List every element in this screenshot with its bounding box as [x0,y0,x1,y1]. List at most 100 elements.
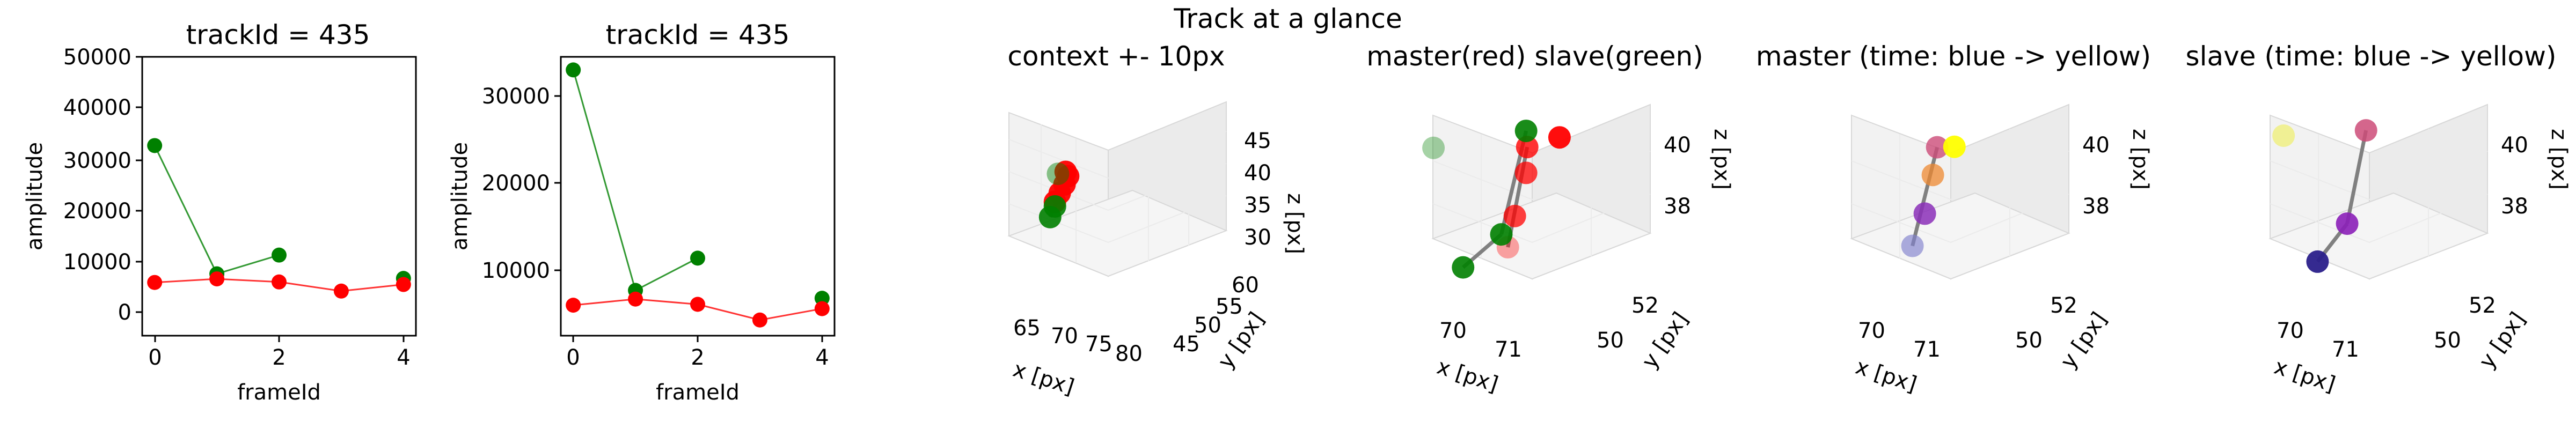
chart-1-xtick-label: 4 [397,345,410,370]
chart-2-title: trackId = 435 [606,19,790,50]
chart-2-x-ticks: 0 2 4 [566,336,829,370]
scatter3d-slave-time-x-axis-label: x [px] [2271,354,2338,397]
scatter3d-slave-time-panes [2268,103,2489,280]
track-point-3d [1503,204,1526,227]
scatter3d-master-time-z-ticks: 40 38 [2082,133,2110,219]
scatter3d-slave-time-plot-area [2272,119,2377,273]
chart-1-xtick-label: 0 [148,345,162,370]
scatter3d-master-time-ztick-label: 38 [2082,194,2110,219]
chart-1-ytick-label: 40000 [63,95,131,120]
scatter3d-master-time: master (time: blue -> yellow) 40 38 70 7… [1756,41,2153,397]
scatter3d-master-time-ytick-label: 50 [2015,328,2043,353]
chart-1-xtick-label: 2 [272,345,286,370]
chart-2-ytick-label: 30000 [482,84,550,109]
scatter3d-master-slave-x-ticks: 70 71 [1439,319,1522,362]
chart-2-ytick-label: 20000 [482,171,550,196]
chart-1-ytick-label: 10000 [63,250,131,275]
scatter3d-master-time-plot-area [1901,135,1966,257]
scatter3d-slave-time: slave (time: blue -> yellow) 40 38 70 71… [2186,41,2571,397]
chart-1-y-ticks: 0 10000 20000 30000 40000 50000 [63,45,142,325]
scatter3d-context-panes [1007,101,1228,277]
scatter3d-master-time-panes [1850,103,2070,280]
scatter3d-context-xtick-label: 70 [1051,324,1078,349]
track-point-3d [1043,195,1066,218]
scatter3d-master-slave-ztick-label: 38 [1664,194,1691,219]
master-amplitude-point [209,271,225,287]
scatter3d-context-ytick-label: 60 [1232,273,1259,298]
scatter3d-master-slave-panes [1431,103,1652,280]
slave-amplitude-point [272,247,287,263]
track-point-3d [1913,202,1936,225]
scatter3d-context-x-ticks: 65 70 75 80 [1013,316,1143,366]
chart-1-ytick-label: 30000 [63,149,131,173]
slave-amplitude-point [566,62,581,78]
track-point-3d [1921,164,1944,187]
slave-amplitude-line [153,145,280,275]
scatter3d-context-xtick-label: 65 [1013,316,1041,341]
track-point-3d [1514,120,1538,143]
scatter3d-slave-time-x-ticks: 70 71 [2277,319,2359,362]
master-slave-connector [2345,130,2368,224]
scatter3d-master-time-x-axis-label: x [px] [1853,354,1920,397]
chart-2-plot-area [566,62,830,328]
scatter3d-slave-time-z-ticks: 40 38 [2501,133,2528,219]
master-amplitude-point [628,291,643,307]
chart-1-frame [141,56,417,337]
master-amplitude-point [752,312,767,328]
scatter3d-master-slave-xtick-label: 70 [1439,319,1467,343]
track-point-3d [1452,256,1475,279]
scatter3d-slave-time-xtick-label: 71 [2332,337,2359,362]
master-amplitude-point [814,301,830,316]
scatter3d-slave-time-y-ticks: 50 52 [2434,293,2496,353]
slave-amplitude-point [814,291,830,306]
scatter3d-slave-time-ytick-label: 52 [2469,293,2496,318]
scatter3d-master-time-ytick-label: 52 [2050,293,2077,318]
track-point-3d [1943,135,1966,158]
scatter3d-master-slave-y-ticks: 50 52 [1597,293,1659,353]
scatter3d-context-z-axis-label: z [px] [1283,193,1307,254]
scatter3d-master-time-xtick-label: 71 [1913,337,1941,362]
scatter3d-context-xtick-label: 80 [1115,342,1143,366]
scatter3d-master-slave-title: master(red) slave(green) [1366,41,1703,72]
scatter3d-context-ztick-label: 30 [1244,225,1271,250]
track-point-3d [1548,126,1571,149]
scatter3d-master-slave-ztick-label: 40 [1664,133,1691,158]
track-point-3d [1901,234,1924,257]
track-point-3d [1516,136,1539,159]
track-point-3d [2306,250,2329,273]
master-amplitude-point [690,297,705,312]
track-point-3d [2272,124,2295,147]
scatter3d-context-y-ticks: 45 50 55 60 [1173,273,1259,357]
master-amplitude-point [272,274,287,290]
scatter3d-slave-time-ztick-label: 38 [2501,194,2528,219]
chart-1-plot-area [147,138,411,299]
chart-1-x-axis-label: frameId [237,380,321,405]
master-amplitude-point [147,275,163,290]
figure-suptitle: Track at a glance [1173,3,1402,34]
scatter3d-slave-time-ytick-label: 50 [2434,328,2461,353]
chart-2-x-axis-label: frameId [656,380,740,405]
chart-1-ytick-label: 0 [118,300,131,325]
master-amplitude-point [566,298,581,313]
track-point-3d [1046,162,1070,186]
scatter3d-context-plot-area [1038,160,1080,228]
scatter3d-master-time-y-ticks: 50 52 [2015,293,2077,353]
slave-amplitude-point [690,250,705,266]
track-point-3d [1490,223,1513,246]
chart-1-ytick-label: 20000 [63,199,131,224]
scatter3d-context-ytick-label: 45 [1173,332,1200,357]
scatter3d-master-slave-ytick-label: 50 [1597,328,1624,353]
scatter3d-context-title: context +- 10px [1007,41,1225,72]
track-point-3d [1514,161,1538,184]
scatter3d-slave-time-xtick-label: 70 [2277,319,2304,343]
scatter3d-master-slave-ytick-label: 52 [1631,293,1659,318]
master-amplitude-point [333,283,349,299]
scatter3d-slave-time-z-axis-label: z [px] [2546,129,2571,190]
slave-amplitude-line [572,69,698,292]
chart-2-y-ticks: 10000 20000 30000 [482,84,561,283]
scatter3d-context-ztick-label: 40 [1244,161,1271,186]
chart-1-ytick-label: 50000 [63,45,131,70]
chart-1-title: trackId = 435 [186,19,370,50]
chart-2-xtick-label: 2 [691,345,704,370]
scatter3d-master-time-title: master (time: blue -> yellow) [1756,41,2151,72]
